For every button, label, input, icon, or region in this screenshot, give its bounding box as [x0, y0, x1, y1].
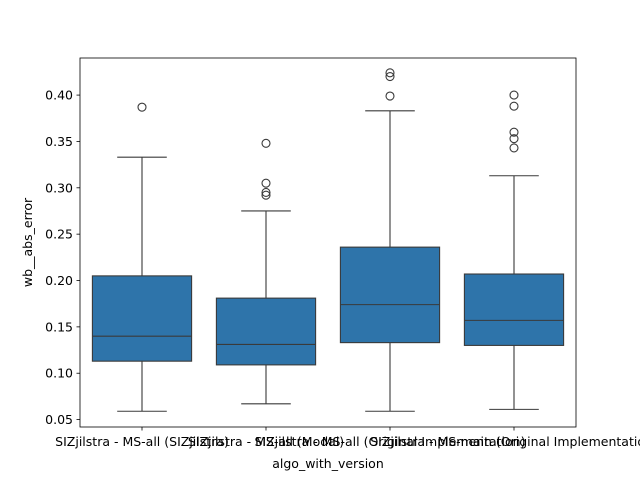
axes-frame [79, 57, 577, 428]
outlier-point [137, 102, 147, 112]
box-iqr [339, 246, 441, 344]
y-tick-label: 0.20 [45, 273, 73, 288]
outlier-point [385, 91, 395, 101]
box-iqr [463, 273, 565, 346]
y-tick-label: 0.10 [45, 366, 73, 381]
box-group [339, 68, 441, 412]
x-tick-label: SIZjilstra - MS-all (Modal) [188, 434, 344, 449]
y-tick-label: 0.05 [45, 412, 73, 427]
outlier-point [385, 68, 395, 78]
outlier-point [385, 71, 395, 82]
y-tick-label: 0.35 [45, 134, 73, 149]
outlier-point [509, 127, 519, 137]
outlier-point [509, 143, 519, 153]
box-group [463, 90, 565, 410]
box-group [91, 102, 193, 412]
box-iqr [215, 297, 317, 366]
y-axis: 0.05 0.10 0.15 0.20 0.25 0.30 0.35 0.40 [45, 88, 80, 427]
box-iqr [91, 275, 193, 362]
x-tick-label: SIZjilstra - MS-main (Original Implement… [370, 434, 640, 449]
outlier-point [261, 178, 271, 188]
y-tick-label: 0.15 [45, 319, 73, 334]
y-tick-label: 0.40 [45, 88, 73, 103]
y-axis-label: wb__abs_error [20, 197, 35, 287]
x-axis-label: algo_with_version [272, 456, 384, 471]
y-tick-label: 0.30 [45, 180, 73, 195]
outlier-point [261, 138, 271, 148]
y-tick-label: 0.25 [45, 227, 73, 242]
plot-area [91, 68, 565, 412]
x-tick-label: SIZjilstra - MS-all (SIZjilstra) [55, 434, 229, 449]
outlier-point [261, 187, 271, 197]
outlier-point [261, 190, 271, 200]
outlier-point [509, 101, 519, 111]
box-group [215, 138, 317, 405]
outlier-point [509, 90, 519, 100]
outlier-point [509, 134, 519, 144]
x-tick-label: SIZjilstra - MS-all (Original Implementa… [255, 434, 526, 449]
x-axis: SIZjilstra - MS-all (SIZjilstra)SIZjilst… [55, 427, 640, 449]
